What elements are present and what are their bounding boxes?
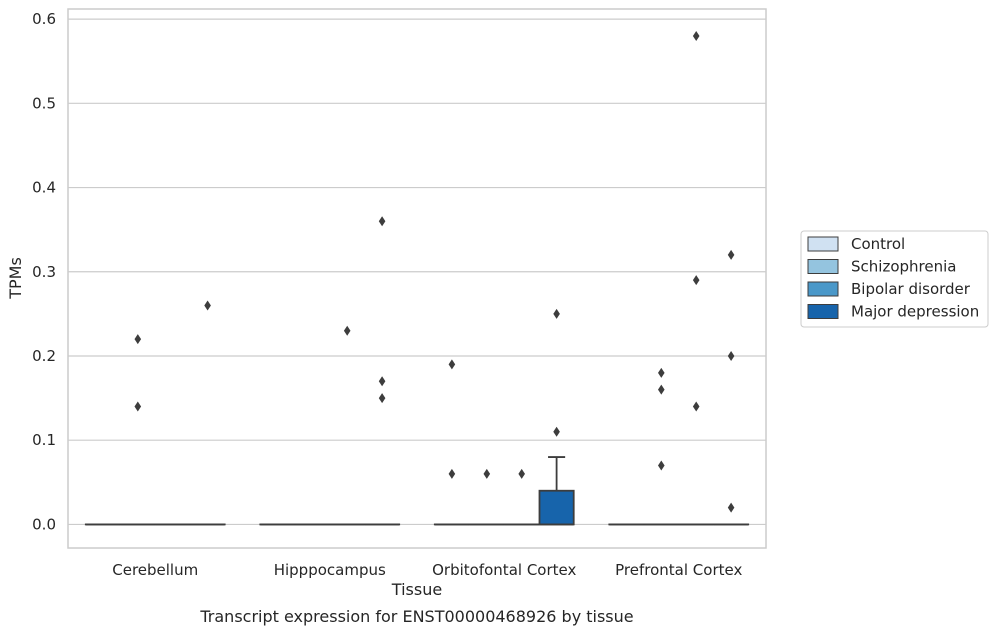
legend-swatch: [807, 304, 839, 319]
outlier-point: [553, 426, 560, 437]
y-tick-label: 0.3: [32, 263, 56, 281]
box-series: [84, 30, 750, 526]
outlier-point: [658, 367, 665, 378]
legend-label: Control: [851, 235, 905, 253]
outlier-point: [378, 376, 386, 387]
outlier-point: [658, 460, 665, 471]
x-tick-label: Orbitofontal Cortex: [432, 561, 576, 579]
legend-swatch: [807, 259, 839, 274]
legend-label: Major depression: [851, 303, 979, 321]
outlier-point: [692, 275, 700, 286]
x-tick-label: Hipppocampus: [274, 561, 386, 579]
legend-swatch: [807, 281, 839, 297]
outlier-point: [518, 468, 525, 479]
legend-frame: [800, 230, 989, 328]
legend-label: Bipolar disorder: [851, 280, 971, 298]
y-tick-label: 0.1: [32, 431, 56, 449]
outlier-point: [727, 249, 735, 260]
chart-title: Transcript expression for ENST0000046892…: [199, 607, 633, 626]
y-tick-label: 0.2: [32, 347, 56, 365]
y-tick-label: 0.0: [32, 515, 56, 533]
outlier-point: [692, 401, 700, 412]
outlier-point: [378, 216, 386, 227]
outlier-point: [448, 468, 456, 479]
y-tick-label: 0.6: [32, 10, 56, 28]
plot-area: [67, 8, 767, 549]
outlier-point: [692, 30, 700, 41]
outlier-point: [727, 502, 735, 513]
outlier-point: [727, 350, 735, 361]
y-tick-label: 0.4: [32, 179, 56, 197]
legend-swatch: [807, 236, 839, 252]
outlier-point: [553, 308, 560, 319]
x-axis-ticks: Cerebellum Hipppocampus Orbitofontal Corte…: [112, 561, 742, 579]
outlier-point: [483, 468, 491, 479]
outlier-point: [448, 359, 456, 370]
x-axis-label: Tissue: [391, 580, 442, 599]
box: [538, 489, 575, 526]
y-axis-label: TPMs: [6, 257, 25, 300]
y-axis-ticks: 0.0 0.1 0.2 0.3 0.4 0.5 0.6: [32, 10, 56, 533]
outlier-point: [378, 393, 386, 404]
legend: Control Schizophrenia Bipolar disorder Majo…: [800, 230, 989, 328]
outlier-point: [134, 401, 142, 412]
x-tick-label: Prefrontal Cortex: [615, 561, 742, 579]
outlier-point: [343, 325, 351, 336]
series-major-depression: [189, 216, 750, 526]
series-schizophrenia: [119, 334, 680, 526]
x-tick-label: Cerebellum: [112, 561, 198, 579]
outlier-point: [658, 384, 665, 395]
legend-label: Schizophrenia: [851, 258, 956, 276]
outlier-point: [204, 300, 211, 311]
outlier-point: [134, 334, 142, 345]
y-tick-label: 0.5: [32, 94, 56, 112]
